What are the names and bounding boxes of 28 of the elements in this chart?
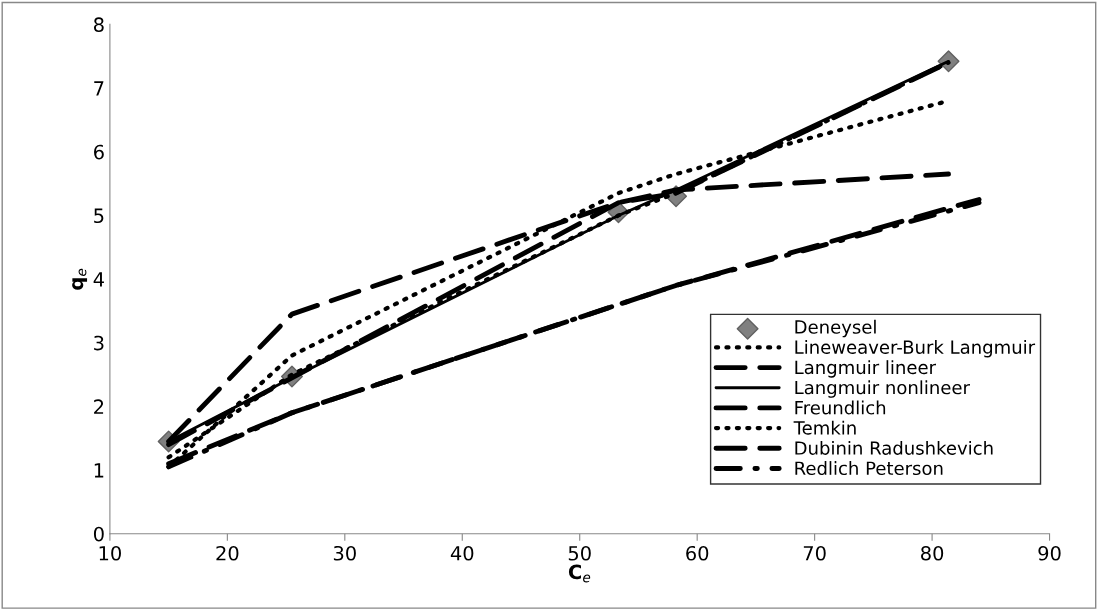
x-tick-label: 80	[921, 545, 944, 561]
x-tick-label: 30	[333, 545, 356, 561]
x-tick-label: 10	[99, 545, 121, 561]
legend-label: Langmuir lineer	[795, 360, 937, 378]
x-axis-title: C$_{e}$	[568, 564, 591, 583]
x-tick-label: 40	[450, 545, 474, 561]
y-tick-label: 3	[94, 335, 104, 351]
y-tick-label: 6	[94, 144, 104, 160]
x-tick-label: 70	[803, 545, 826, 561]
x-tick-label: 50	[568, 545, 591, 561]
y-tick-label: 2	[94, 399, 104, 414]
y-tick-label: 7	[94, 81, 104, 96]
x-tick-label: 20	[216, 545, 239, 561]
legend-label: Dubinin Radushkevich	[795, 440, 993, 455]
y-tick-label: 1	[94, 463, 104, 478]
y-tick-label: 5	[94, 208, 104, 224]
x-tick-label: 60	[686, 545, 709, 561]
legend-label: Lineweaver-Burk Langmuir	[795, 339, 1036, 358]
legend-label: Temkin	[793, 420, 856, 435]
legend-label: Redlich Peterson	[795, 461, 943, 476]
y-tick-label: 4	[93, 272, 104, 287]
legend-label: Langmuir nonlineer	[795, 380, 970, 398]
y-tick-label: 0	[93, 526, 104, 542]
y-tick-label: 8	[93, 17, 104, 33]
legend-label: Freundlich	[795, 400, 886, 415]
y-axis-title: q$_{e}$	[72, 268, 88, 290]
legend-label: Deneysel	[795, 319, 876, 338]
x-tick-label: 90	[1038, 545, 1061, 561]
